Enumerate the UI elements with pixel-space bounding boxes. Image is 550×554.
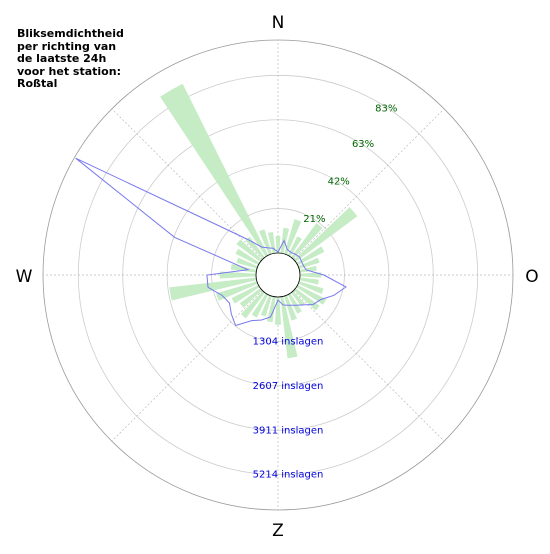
direction-bar bbox=[239, 288, 263, 308]
center-hole bbox=[255, 252, 301, 298]
r2-tick-label: 42% bbox=[328, 177, 350, 188]
direction-bar bbox=[284, 219, 302, 255]
direction-label: O bbox=[525, 267, 538, 287]
r2-tick-label: 83% bbox=[375, 103, 397, 114]
direction-bar bbox=[293, 207, 358, 262]
r-tick-label: 5214 inslagen bbox=[253, 470, 324, 481]
direction-bar bbox=[231, 284, 260, 304]
strike-count-line bbox=[75, 157, 347, 327]
chart-title: Bliksemdichtheid per richting van de laa… bbox=[17, 27, 124, 90]
direction-bar bbox=[216, 281, 258, 301]
direction-bar bbox=[284, 295, 297, 321]
direction-bar bbox=[280, 296, 298, 359]
direction-bar bbox=[260, 295, 272, 317]
direction-bar bbox=[235, 248, 260, 266]
direction-bar bbox=[236, 239, 263, 262]
direction-label: W bbox=[16, 267, 33, 287]
direction-bar bbox=[293, 288, 320, 311]
radial-line bbox=[111, 108, 263, 260]
direction-bar bbox=[160, 83, 269, 257]
direction-bar bbox=[296, 284, 327, 305]
direction-bar bbox=[299, 277, 319, 285]
radial-line bbox=[111, 290, 263, 442]
direction-bar bbox=[296, 246, 325, 266]
r-tick-label: 2607 inslagen bbox=[253, 381, 324, 392]
direction-bar bbox=[299, 272, 322, 278]
radial-line bbox=[293, 290, 445, 442]
direction-bar bbox=[169, 277, 257, 301]
direction-bar bbox=[259, 229, 272, 255]
r2-tick-label: 21% bbox=[303, 214, 325, 225]
direction-bar bbox=[280, 227, 290, 254]
direction-bar bbox=[240, 290, 265, 319]
direction-bar bbox=[299, 265, 317, 273]
direction-bar bbox=[287, 293, 302, 314]
direction-bar bbox=[266, 296, 276, 323]
direction-bar bbox=[287, 236, 302, 257]
direction-bar bbox=[251, 293, 269, 318]
direction-bar bbox=[291, 223, 323, 260]
r-tick-label: 3911 inslagen bbox=[253, 425, 324, 436]
direction-label: N bbox=[272, 13, 285, 33]
direction-bar bbox=[291, 290, 305, 307]
r-tick-label: 1304 inslagen bbox=[253, 336, 324, 347]
r2-tick-label: 63% bbox=[352, 139, 374, 150]
direction-bar bbox=[219, 271, 257, 279]
direction-bar bbox=[236, 257, 258, 269]
radial-line bbox=[293, 108, 445, 260]
direction-bar bbox=[245, 236, 265, 260]
direction-label: Z bbox=[272, 521, 284, 541]
direction-bar bbox=[298, 281, 324, 294]
